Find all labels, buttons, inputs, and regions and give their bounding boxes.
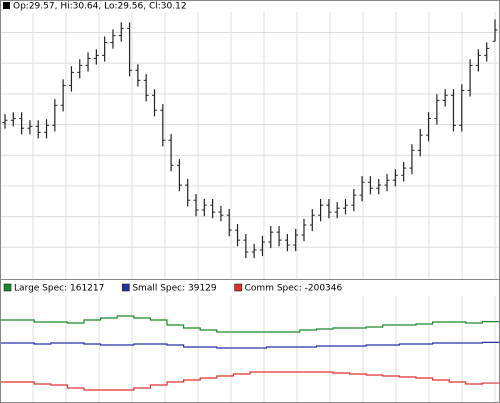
header: Op:29.57, Hi:30.64, Lo:29.56, Cl:30.12: [13, 2, 187, 12]
legend-swatch: [122, 283, 130, 292]
series-line: [1, 315, 499, 333]
legend-label: Comm Spec: -200346: [245, 284, 343, 294]
legend-swatch: [3, 283, 12, 292]
header-swatch: [3, 2, 10, 9]
series-line: [1, 371, 499, 391]
legend-label: Large Spec: 161217: [14, 284, 104, 294]
legend-swatch: [234, 283, 242, 292]
series-line: [1, 341, 499, 349]
legend-label: Small Spec: 39129: [132, 284, 217, 294]
